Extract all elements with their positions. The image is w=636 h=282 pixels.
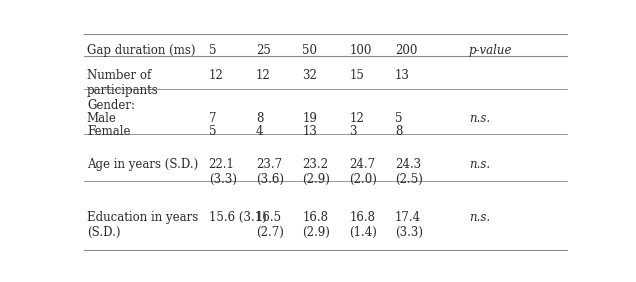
Text: 5: 5 [395, 113, 403, 125]
Text: 15.6 (3.1): 15.6 (3.1) [209, 211, 266, 224]
Text: 16.8
(2.9): 16.8 (2.9) [302, 211, 330, 239]
Text: 3: 3 [350, 125, 357, 138]
Text: 16.5
(2.7): 16.5 (2.7) [256, 211, 284, 239]
Text: 24.3
(2.5): 24.3 (2.5) [395, 158, 423, 186]
Text: 17.4
(3.3): 17.4 (3.3) [395, 211, 423, 239]
Text: Gap duration (ms): Gap duration (ms) [87, 44, 195, 57]
Text: Gender:: Gender: [87, 99, 135, 112]
Text: 8: 8 [395, 125, 403, 138]
Text: 23.7
(3.6): 23.7 (3.6) [256, 158, 284, 186]
Text: 5: 5 [209, 125, 216, 138]
Text: 13: 13 [395, 69, 410, 81]
Text: 25: 25 [256, 44, 271, 57]
Text: Education in years
(S.D.): Education in years (S.D.) [87, 211, 198, 239]
Text: Male: Male [87, 113, 117, 125]
Text: 200: 200 [395, 44, 417, 57]
Text: Female: Female [87, 125, 130, 138]
Text: 12: 12 [209, 69, 223, 81]
Text: n.s.: n.s. [469, 211, 490, 224]
Text: p-value: p-value [469, 44, 513, 57]
Text: 12: 12 [350, 113, 364, 125]
Text: 15: 15 [350, 69, 364, 81]
Text: 7: 7 [209, 113, 216, 125]
Text: n.s.: n.s. [469, 158, 490, 171]
Text: 12: 12 [256, 69, 271, 81]
Text: 13: 13 [302, 125, 317, 138]
Text: 23.2
(2.9): 23.2 (2.9) [302, 158, 330, 186]
Text: 8: 8 [256, 113, 263, 125]
Text: 19: 19 [302, 113, 317, 125]
Text: 32: 32 [302, 69, 317, 81]
Text: 100: 100 [350, 44, 372, 57]
Text: n.s.: n.s. [469, 113, 490, 125]
Text: Age in years (S.D.): Age in years (S.D.) [87, 158, 198, 171]
Text: 5: 5 [209, 44, 216, 57]
Text: 22.1
(3.3): 22.1 (3.3) [209, 158, 237, 186]
Text: 50: 50 [302, 44, 317, 57]
Text: Number of
participants: Number of participants [87, 69, 158, 96]
Text: 24.7
(2.0): 24.7 (2.0) [350, 158, 378, 186]
Text: 4: 4 [256, 125, 263, 138]
Text: 16.8
(1.4): 16.8 (1.4) [350, 211, 378, 239]
